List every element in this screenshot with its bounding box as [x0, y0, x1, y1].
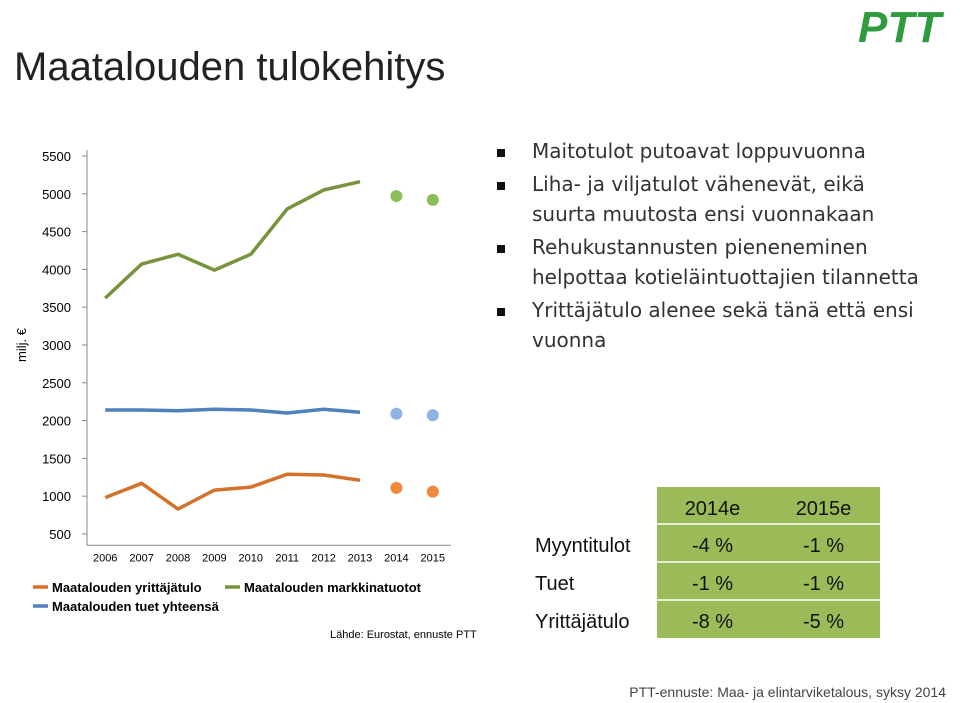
bullet-marker	[497, 149, 505, 157]
series-line	[104, 472, 361, 511]
table-header: 2015e	[796, 498, 852, 520]
y-tick-label: 4000	[42, 262, 71, 277]
forecast-point	[426, 409, 439, 422]
x-tick-label: 2012	[311, 552, 335, 564]
bullet-marker	[497, 245, 505, 253]
bullet-text: vuonna	[532, 328, 606, 352]
y-tick-label: 2500	[42, 376, 71, 391]
y-tick-label: 3000	[42, 338, 71, 353]
table-header: 2014e	[685, 498, 741, 520]
x-tick-label: 2006	[93, 552, 117, 564]
bullet-marker	[497, 308, 505, 316]
x-tick-label: 2015	[421, 552, 445, 564]
table-cell: -5 %	[803, 611, 844, 633]
forecast-point	[426, 485, 439, 498]
table-cell: -4 %	[692, 535, 733, 557]
table-cell: -1 %	[803, 535, 844, 557]
y-tick-label: 5500	[42, 149, 71, 164]
source: Lähde: Eurostat, ennuste PTT	[330, 629, 477, 641]
bullet-text: helpottaa kotieläintuottajien tilannetta	[532, 265, 919, 289]
bullet-text: Maitotulot putoavat loppuvuonna	[532, 139, 866, 163]
footer: PTT-ennuste: Maa- ja elintarviketalous, …	[629, 684, 946, 700]
bullet-text: Rehukustannusten pieneneminen	[532, 235, 868, 259]
row-label: Myyntitulot	[535, 535, 631, 557]
legend-label: Maatalouden yrittäjätulo	[52, 580, 202, 595]
x-tick-label: 2008	[166, 552, 190, 564]
forecast-point	[390, 481, 403, 494]
row-label: Tuet	[535, 573, 575, 595]
legend-label: Maatalouden tuet yhteensä	[52, 599, 220, 614]
y-tick-label: 4500	[42, 225, 71, 240]
forecast-point	[390, 190, 403, 203]
slide-title: Maatalouden tulokehitys	[14, 45, 445, 89]
x-tick-label: 2007	[129, 552, 153, 564]
y-axis-label: milj. €	[14, 327, 29, 362]
logo: PTT	[858, 3, 944, 52]
y-tick-label: 1000	[42, 489, 71, 504]
bullet-text: Liha- ja viljatulot vähenevät, eikä	[532, 172, 865, 196]
y-tick-label: 3500	[42, 300, 71, 315]
legend-label: Maatalouden markkinatuotot	[244, 580, 422, 595]
bullet-text: Yrittäjätulo alenee sekä tänä että ensi	[531, 298, 914, 322]
x-tick-label: 2010	[239, 552, 263, 564]
y-tick-label: 2000	[42, 414, 71, 429]
x-tick-label: 2009	[202, 552, 226, 564]
y-tick-label: 500	[49, 527, 71, 542]
forecast-point	[426, 193, 439, 206]
table-cell: -8 %	[692, 611, 733, 633]
series-line	[105, 407, 361, 415]
table-cell: -1 %	[803, 573, 844, 595]
series-line	[104, 179, 361, 300]
row-label: Yrittäjätulo	[535, 611, 630, 633]
bullet-marker	[497, 182, 505, 190]
x-tick-label: 2014	[384, 552, 408, 564]
forecast-point	[390, 407, 403, 420]
table-cell: -1 %	[692, 573, 733, 595]
y-tick-label: 1500	[42, 451, 71, 466]
x-tick-label: 2011	[275, 552, 299, 564]
bullet-text: suurta muutosta ensi vuonnakaan	[532, 202, 874, 226]
y-tick-label: 5000	[42, 187, 71, 202]
x-tick-label: 2013	[348, 552, 372, 564]
